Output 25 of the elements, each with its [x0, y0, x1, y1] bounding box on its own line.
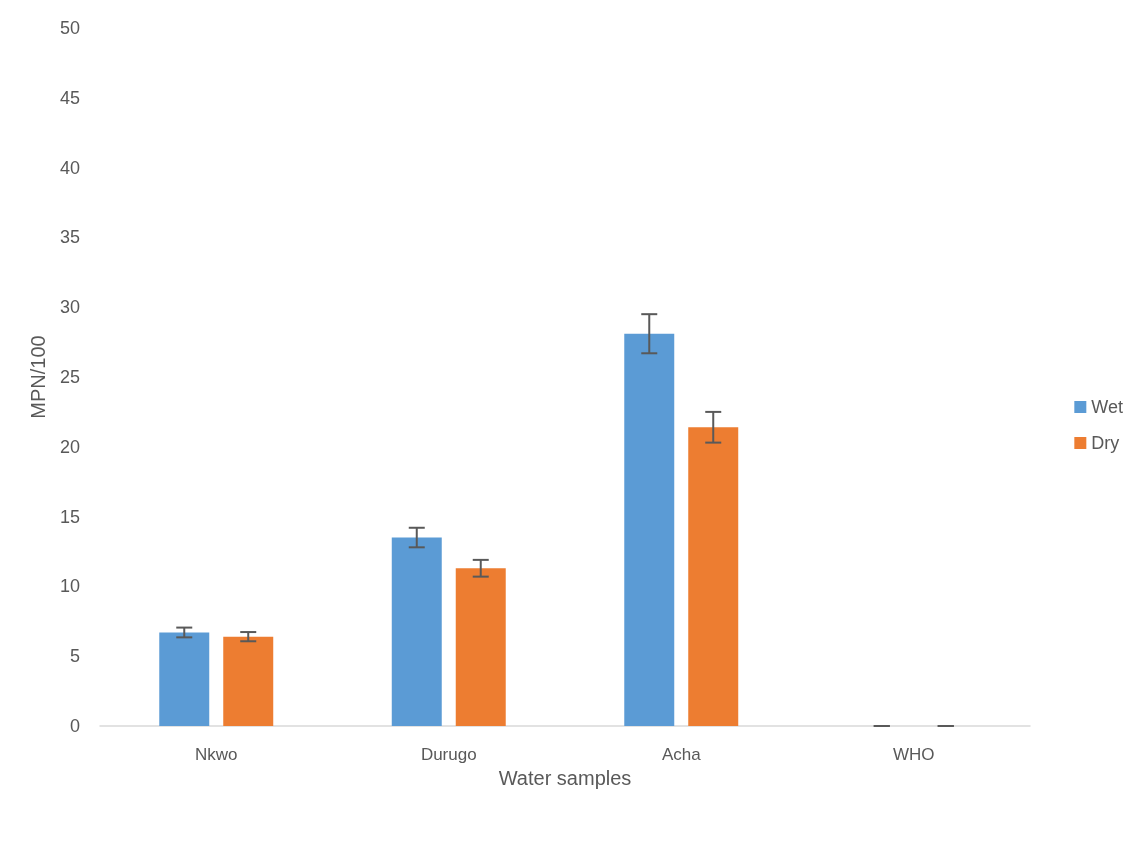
x-tick-label: Durugo [420, 745, 477, 764]
y-tick-label: 30 [59, 297, 80, 318]
y-tick-label: 25 [59, 367, 80, 387]
y-tick-label: 40 [59, 157, 80, 178]
bar [159, 632, 210, 726]
y-tick-label: 20 [59, 436, 80, 457]
x-tick-label: Nkwo [194, 745, 238, 764]
y-axis-title: MPN/100 [27, 335, 49, 419]
bar [223, 636, 274, 726]
bar [391, 537, 442, 726]
legend-label: Dry [1091, 433, 1120, 453]
legend-label: Wet [1091, 397, 1124, 417]
x-tick-label: WHO [892, 745, 935, 764]
bar [624, 333, 675, 726]
x-axis-title: Water samples [498, 766, 632, 789]
bar [455, 568, 506, 726]
y-tick-label: 50 [59, 18, 80, 38]
y-tick-label: 45 [59, 87, 80, 108]
y-tick-label: 10 [59, 576, 80, 597]
bar [688, 427, 739, 726]
x-tick-label: Acha [661, 745, 702, 764]
y-tick-label: 15 [59, 506, 80, 527]
y-tick-label: 5 [69, 646, 80, 667]
y-tick-label: 35 [59, 227, 80, 248]
y-tick-label: 0 [69, 716, 80, 736]
